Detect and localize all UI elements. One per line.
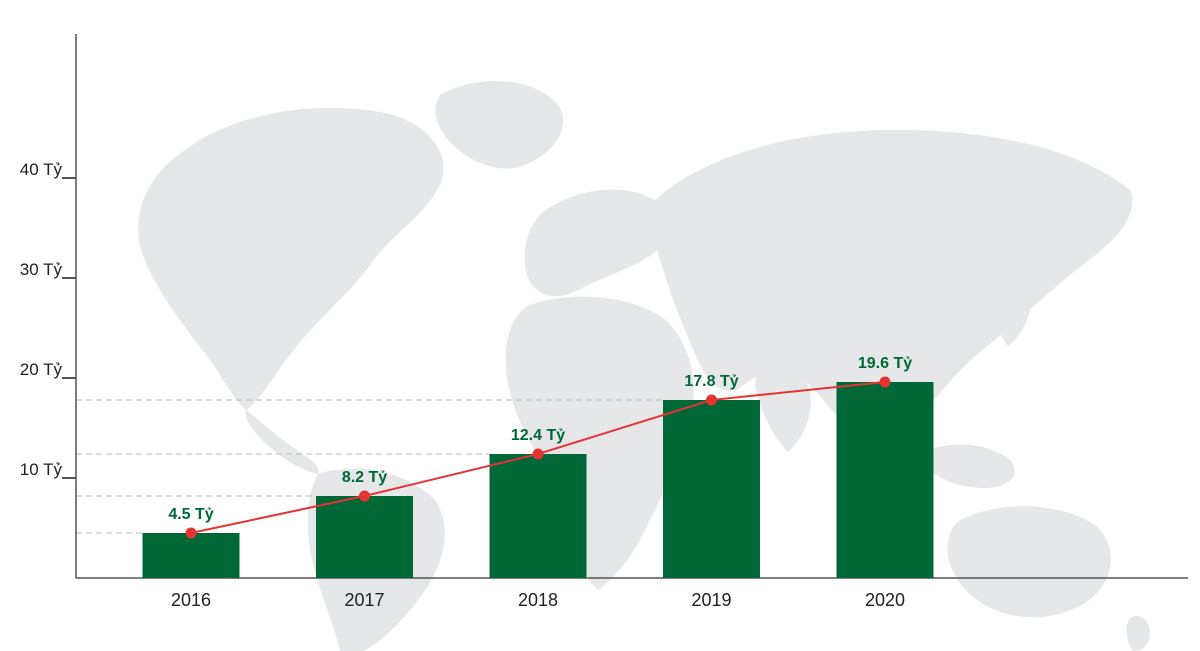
x-tick-label: 2020 bbox=[865, 590, 905, 610]
point-2020 bbox=[879, 376, 891, 388]
x-tick-label: 2018 bbox=[518, 590, 558, 610]
bars bbox=[142, 382, 934, 578]
world-map-icon bbox=[138, 80, 1150, 651]
bar-2018 bbox=[489, 454, 587, 578]
point-2017 bbox=[359, 490, 370, 502]
data-label: 17.8 Tỷ bbox=[684, 373, 738, 390]
guide-lines bbox=[76, 399, 663, 534]
y-tick-label: 20 Tỷ bbox=[20, 360, 63, 379]
data-labels: 4.5 Tỷ 8.2 Tỷ 12.4 Tỷ 17.8 Tỷ 19.6 Tỷ bbox=[168, 355, 912, 523]
data-label: 8.2 Tỷ bbox=[342, 469, 387, 486]
trend-line-layer bbox=[185, 376, 891, 539]
x-tick-label: 2019 bbox=[691, 590, 731, 610]
bar-2019 bbox=[663, 400, 760, 578]
x-tick-label: 2017 bbox=[344, 590, 384, 610]
point-2019 bbox=[706, 394, 717, 406]
y-tick-label: 30 Tỷ bbox=[20, 260, 63, 279]
chart-axes bbox=[75, 34, 1188, 579]
y-tick-label: 10 Tỷ bbox=[20, 460, 63, 479]
bar-2017 bbox=[316, 496, 413, 578]
point-2018 bbox=[532, 448, 544, 460]
y-tick-label: 40 Tỷ bbox=[20, 160, 63, 179]
x-axis-labels: 2016 2017 2018 2019 2020 bbox=[171, 590, 905, 610]
data-label: 4.5 Tỷ bbox=[168, 506, 213, 523]
data-label: 12.4 Tỷ bbox=[511, 427, 565, 444]
bar-2016 bbox=[142, 533, 240, 578]
y-axis-ticks: 10 Tỷ 20 Tỷ 30 Tỷ 40 Tỷ bbox=[20, 160, 76, 479]
point-2016 bbox=[185, 527, 197, 539]
bar-2020 bbox=[836, 382, 934, 578]
data-label: 19.6 Tỷ bbox=[858, 355, 912, 372]
x-tick-label: 2016 bbox=[171, 590, 211, 610]
